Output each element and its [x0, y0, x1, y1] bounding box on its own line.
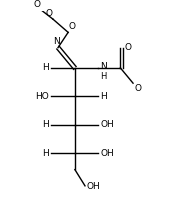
Text: O: O — [45, 9, 52, 18]
Text: N: N — [100, 62, 107, 71]
Text: HO: HO — [35, 92, 49, 101]
Text: OH: OH — [100, 120, 114, 129]
Text: O: O — [33, 0, 40, 9]
Text: N: N — [53, 37, 60, 46]
Text: H: H — [42, 149, 49, 158]
Text: O: O — [124, 43, 131, 52]
Text: OH: OH — [100, 149, 114, 158]
Text: H: H — [42, 63, 49, 72]
Text: O: O — [69, 22, 76, 31]
Text: H: H — [100, 92, 107, 101]
Text: H: H — [100, 72, 107, 81]
Text: H: H — [42, 120, 49, 129]
Text: O: O — [134, 84, 141, 93]
Text: OH: OH — [87, 182, 100, 191]
